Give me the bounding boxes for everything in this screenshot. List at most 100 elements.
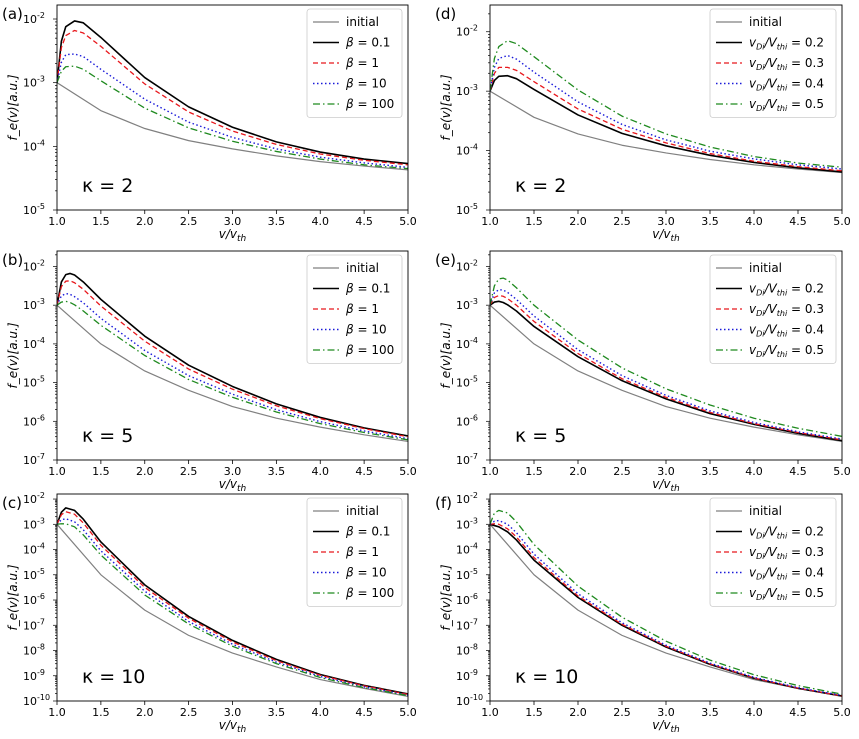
- legend-label-4: β = 100: [345, 97, 394, 111]
- series-line-4: [57, 300, 408, 441]
- x-tick-label: 4.5: [789, 706, 807, 719]
- panel-label: (c): [2, 494, 22, 512]
- y-tick-label: 10-3: [23, 297, 45, 312]
- y-tick-label: 10-7: [456, 452, 478, 467]
- x-axis-label: v/vth: [652, 227, 680, 244]
- legend-label-2: β = 1: [345, 56, 379, 70]
- legend-label-4: β = 100: [345, 343, 394, 357]
- kappa-label: κ = 2: [515, 175, 566, 197]
- x-tick-label: 5.0: [833, 215, 851, 228]
- y-tick-label: 10-3: [456, 83, 478, 98]
- x-tick-label: 2.0: [569, 465, 587, 478]
- legend-label-3: vDi/Vthi = 0.4: [749, 77, 824, 93]
- panel-label: (b): [2, 251, 23, 269]
- x-tick-label: 4.5: [789, 215, 807, 228]
- y-tick-label: 10-3: [456, 297, 478, 312]
- legend-label-0: initial: [346, 504, 379, 518]
- y-axis-label: f_e(v)[a.u.]: [6, 74, 20, 140]
- x-tick-label: 4.0: [745, 465, 763, 478]
- legend-label-4: vDi/Vthi = 0.5: [749, 97, 824, 113]
- series-line-1: [490, 74, 842, 173]
- y-tick-label: 10-5: [23, 202, 45, 217]
- x-tick-label: 3.5: [701, 465, 719, 478]
- x-tick-label: 5.0: [399, 706, 417, 719]
- legend-box: [306, 497, 403, 607]
- series-group: [490, 40, 842, 174]
- series-line-4: [490, 40, 842, 168]
- panel-c: 1.0 1.5 2.0 2.5 3.0 3.5 4.0 4.5 5.0 10-10 10-9 10-8…: [2, 491, 417, 735]
- legend: initial β = 0.1 β = 1 β = 10 β = 100: [306, 254, 403, 364]
- x-tick-label: 3.0: [224, 215, 242, 228]
- x-tick-label: 3.0: [657, 706, 675, 719]
- legend-label-3: vDi/Vthi = 0.4: [749, 323, 824, 339]
- y-tick-label: 10-6: [23, 592, 45, 607]
- panel-label: (f): [435, 494, 452, 512]
- series-line-4: [57, 65, 408, 170]
- legend: initial vDi/Vthi = 0.2 vDi/Vthi = 0.3 vDi/V…: [709, 8, 837, 118]
- kappa-label: κ = 10: [515, 666, 578, 688]
- legend-label-3: β = 10: [345, 77, 387, 91]
- y-tick-label: 10-2: [456, 24, 478, 39]
- x-tick-label: 4.5: [355, 215, 373, 228]
- legend-label-4: vDi/Vthi = 0.5: [749, 586, 824, 602]
- legend: initial β = 0.1 β = 1 β = 10 β = 100: [306, 8, 403, 118]
- x-tick-label: 2.0: [136, 215, 154, 228]
- legend-label-3: vDi/Vthi = 0.4: [749, 566, 824, 582]
- legend-box: [709, 497, 837, 607]
- legend-label-2: vDi/Vthi = 0.3: [749, 302, 824, 318]
- y-tick-label: 10-6: [456, 592, 478, 607]
- y-tick-label: 10-7: [23, 452, 45, 467]
- x-tick-label: 4.0: [312, 706, 330, 719]
- series-line-1: [490, 300, 842, 442]
- legend-label-0: initial: [749, 504, 782, 518]
- panel-a: 1.0 1.5 2.0 2.5 3.0 3.5 4.0 4.5 5.0 10-5 10-4 10-3 1…: [2, 4, 417, 244]
- series-line-4: [57, 523, 408, 697]
- x-axis-label: v/vth: [652, 477, 680, 494]
- y-tick-label: 10-9: [456, 668, 478, 683]
- series-line-0: [490, 90, 842, 174]
- kappa-label: κ = 5: [515, 425, 566, 447]
- x-tick-label: 2.5: [180, 465, 198, 478]
- y-tick-label: 10-2: [23, 11, 45, 26]
- x-tick-label: 2.5: [613, 706, 631, 719]
- series-line-2: [490, 66, 842, 172]
- legend-label-2: β = 1: [345, 545, 379, 559]
- x-axis-label: v/vth: [219, 227, 247, 244]
- legend-label-1: vDi/Vthi = 0.2: [749, 525, 824, 541]
- panel-label: (e): [435, 251, 456, 269]
- y-tick-label: 10-8: [23, 643, 45, 658]
- kappa-label: κ = 10: [82, 666, 145, 688]
- y-axis-label: f_e(v)[a.u.]: [6, 564, 20, 630]
- legend: initial vDi/Vthi = 0.2 vDi/Vthi = 0.3 vDi/V…: [709, 254, 837, 364]
- y-axis-label: f_e(v)[a.u.]: [439, 564, 453, 630]
- x-tick-label: 1.0: [481, 465, 499, 478]
- legend-label-1: vDi/Vthi = 0.2: [749, 36, 824, 52]
- x-tick-label: 4.5: [789, 465, 807, 478]
- x-tick-label: 2.0: [136, 465, 154, 478]
- y-tick-label: 10-2: [23, 258, 45, 273]
- x-tick-label: 1.5: [525, 706, 543, 719]
- x-tick-label: 1.5: [525, 465, 543, 478]
- legend-label-2: β = 1: [345, 302, 379, 316]
- x-tick-label: 2.5: [613, 215, 631, 228]
- y-tick-label: 10-4: [456, 542, 478, 557]
- y-tick-label: 10-9: [23, 668, 45, 683]
- x-tick-label: 3.0: [657, 465, 675, 478]
- legend: initial β = 0.1 β = 1 β = 10 β = 100: [306, 497, 403, 607]
- series-line-2: [57, 29, 408, 166]
- y-tick-label: 10-5: [456, 375, 478, 390]
- y-axis-label: f_e(v)[a.u.]: [439, 322, 453, 388]
- series-group: [57, 20, 408, 171]
- kappa-label: κ = 2: [82, 175, 133, 197]
- x-tick-label: 5.0: [399, 465, 417, 478]
- x-tick-label: 1.5: [92, 706, 110, 719]
- legend-box: [709, 254, 837, 364]
- series-line-0: [490, 304, 842, 443]
- x-tick-label: 4.0: [312, 465, 330, 478]
- x-tick-label: 2.0: [569, 215, 587, 228]
- series-line-1: [490, 523, 842, 697]
- series-line-2: [57, 280, 408, 438]
- x-tick-label: 4.0: [745, 215, 763, 228]
- y-tick-label: 10-3: [456, 516, 478, 531]
